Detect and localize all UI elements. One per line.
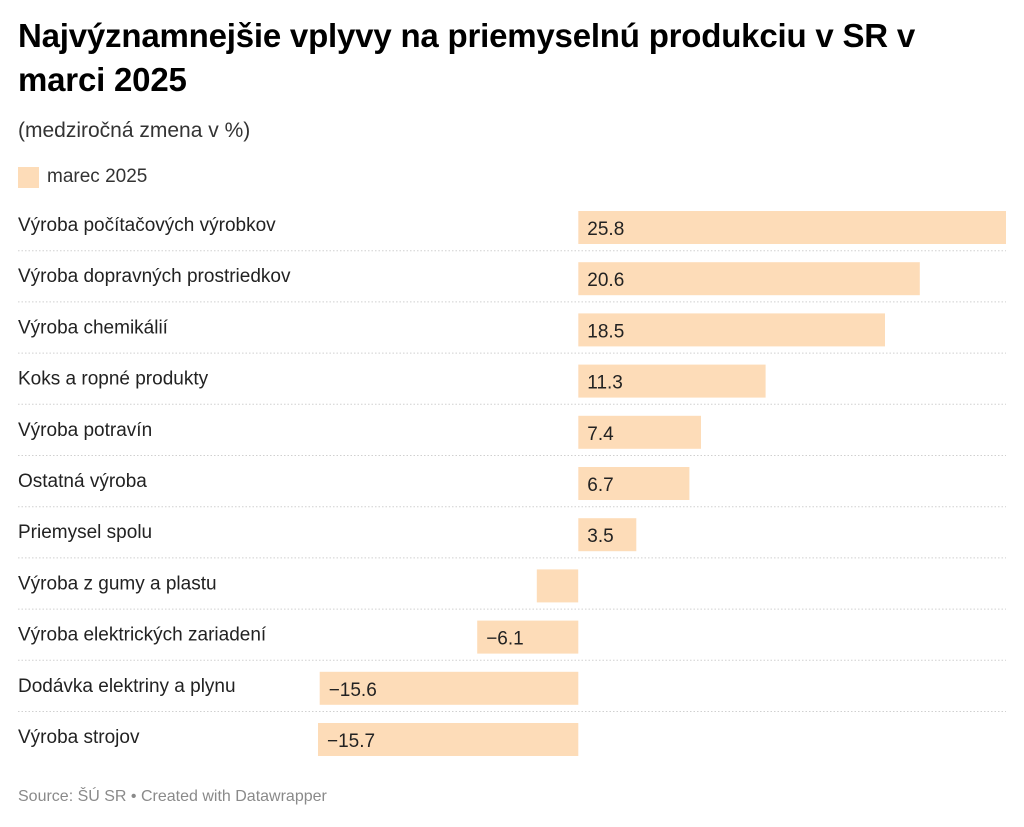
bar (578, 518, 637, 552)
value-label: 11.3 (587, 373, 623, 394)
value-label: 7.4 (587, 424, 614, 445)
category-label: Koks a ropné produkty (18, 369, 209, 390)
bar (578, 364, 766, 398)
chart-title: Najvýznamnejšie vplyvy na priemyselnú pr… (18, 17, 916, 98)
bar (477, 620, 579, 654)
category-label: Dodávka elektriny a plynu (18, 676, 236, 697)
bar (578, 467, 690, 500)
bar (319, 671, 579, 705)
value-label: 6.7 (587, 475, 613, 496)
value-label: 25.8 (587, 219, 624, 240)
value-label: 3.5 (587, 526, 613, 547)
category-label: Výroba strojov (18, 727, 140, 748)
category-label: Ostatná výroba (18, 471, 147, 492)
value-label: −15.6 (329, 680, 377, 701)
category-label: Výroba chemikálií (18, 317, 169, 338)
legend-swatch (18, 166, 39, 188)
bar (578, 415, 701, 449)
category-label: Výroba elektrických zariadení (18, 625, 267, 646)
bar (536, 569, 579, 603)
bar (318, 723, 579, 756)
value-label: −6.1 (486, 629, 524, 650)
bar-chart: Výroba počítačových výrobkov 25.8 Výroba d… (18, 211, 1006, 756)
value-label: −15.7 (327, 731, 375, 752)
value-label: 18.5 (587, 321, 624, 342)
legend: marec 2025 (18, 164, 147, 190)
category-label: Výroba počítačových výrobkov (18, 215, 276, 236)
bar (578, 211, 1006, 244)
bar (578, 262, 920, 296)
category-label: Výroba z gumy a plastu (18, 573, 217, 594)
category-label: Výroba dopravných prostriedkov (18, 266, 291, 287)
value-label: 20.6 (587, 270, 624, 291)
category-label: Priemysel spolu (18, 522, 152, 543)
bar (578, 313, 885, 347)
category-label: Výroba potravín (18, 420, 152, 441)
source-note: Source: ŠÚ SR • Created with Datawrapper (18, 788, 327, 805)
legend-label: marec 2025 (47, 166, 148, 187)
chart-subtitle: (medziročná zmena v %) (18, 119, 251, 142)
